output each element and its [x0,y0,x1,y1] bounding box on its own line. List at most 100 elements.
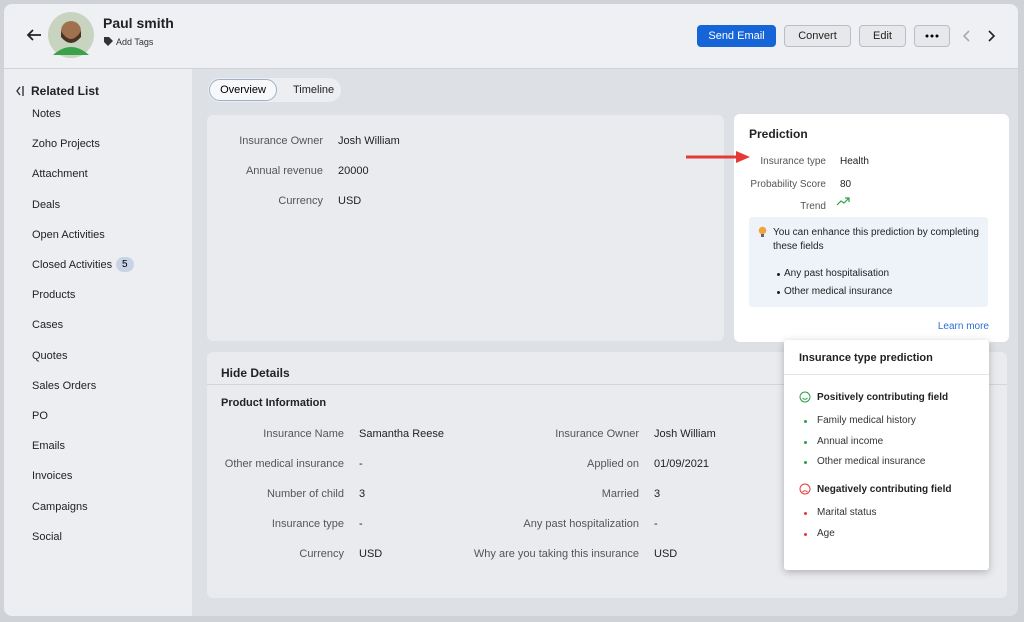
dot [804,512,807,515]
details-title[interactable]: Hide Details [221,366,290,380]
prediction-card: Prediction You can enhance this predicti… [734,114,1009,342]
prediction-value: 80 [840,178,852,190]
tabs: Overview Timeline [208,78,341,102]
tip-line: these fields [773,241,824,252]
field-value: USD [338,195,362,207]
prediction-label: Trend [800,201,826,212]
field-item: Family medical history [817,415,916,426]
button[interactable]: Edit [859,25,906,47]
dot [804,461,807,464]
header: Paul smith Add Tags Send Email Convert Edi… [4,4,1018,69]
field-value: Josh William [654,428,716,440]
prev-button[interactable] [962,30,972,42]
bulb-icon [758,226,767,237]
field-label: Insurance Owner [555,428,639,440]
avatar [48,12,94,58]
sidebar-item[interactable]: PO [32,410,48,422]
learn-more[interactable]: Learn more [937,321,989,332]
field-value: - [359,518,363,530]
button[interactable]: Send Email [697,25,776,47]
tip-box [749,217,988,307]
trend-icon [836,197,850,206]
sidebar-item[interactable]: Invoices [32,470,73,483]
field-value: USD [359,548,383,560]
sidebar-item[interactable]: Open Activities [32,228,105,241]
field-label: Insurance Name [263,428,344,440]
app: Paul smith Add Tags Send Email Convert Edi… [4,4,1018,616]
popup: Insurance type prediction Positively con… [784,340,989,570]
badge: 5 [116,257,134,272]
back-button[interactable] [26,28,42,42]
field-label: Number of child [266,488,344,500]
field-label: Insurance Owner [239,135,323,147]
field-label: Currency [278,195,323,207]
negative-title: Negatively contributing field [817,484,952,495]
divider [207,384,1007,385]
tab[interactable]: Overview [209,79,277,101]
dot [804,420,807,423]
frown-icon [799,483,811,495]
field-label: Why are you taking this insurance [473,548,639,560]
bullet [777,291,780,294]
contact-name: Paul smith [103,15,174,31]
smile-icon [799,391,811,403]
field-value: 01/09/2021 [654,458,710,470]
collapse-icon[interactable] [16,85,24,97]
summary-card: Insurance Owner Josh William Annual revenu… [207,115,724,341]
field-value: Samantha Reese [359,428,444,440]
field-item: Other medical insurance [817,456,926,467]
sidebar-item[interactable]: Cases [32,319,64,332]
divider [784,374,989,375]
sidebar-item[interactable]: Quotes [32,349,68,362]
field-item: Annual income [817,435,884,447]
tag-icon [104,37,113,46]
tip-line: You can enhance this prediction by compl… [773,227,979,238]
positive-title: Positively contributing field [817,392,949,403]
dot [804,532,807,536]
button[interactable]: Convert [784,25,851,47]
sidebar-item[interactable]: Zoho Projects [32,138,100,151]
field-value: 20000 [338,165,369,177]
field-value: - [654,518,658,530]
add-tags[interactable]: Add Tags [116,37,154,47]
tip-item: Other medical insurance [784,286,893,297]
sidebar-item[interactable]: Notes [32,108,61,120]
field-label: Other medical insurance [224,458,344,470]
next-button[interactable] [986,30,996,42]
sidebar-item[interactable]: Campaigns [32,500,88,513]
sidebar-title: Related List [31,84,100,98]
field-value: 3 [654,488,661,500]
field-label: Annual revenue [245,165,323,177]
popup-title: Insurance type prediction [799,352,933,364]
callout-arrow [686,151,750,163]
tab[interactable]: Timeline [293,84,335,96]
sidebar-item[interactable]: Emails [32,440,66,453]
dot [804,440,807,444]
field-label: Applied on [587,458,639,470]
more-button[interactable] [914,25,950,47]
tip-item: Any past hospitalisation [784,268,890,279]
section-title: Product Information [221,397,327,409]
bullet [777,273,780,276]
sidebar-item[interactable]: Sales Orders [32,379,97,392]
sidebar-item[interactable]: Social [32,530,62,543]
field-label: Married [601,488,639,500]
sidebar-item[interactable]: Products [32,289,76,302]
field-value: Josh William [338,135,400,147]
tip-text: You can enhance this prediction by compl… [773,226,979,254]
field-value: 3 [359,488,366,500]
prediction-label: Insurance type [760,156,826,167]
prediction-title: Prediction [749,127,808,141]
field-label: Any past hospitalization [523,518,639,530]
sidebar-item[interactable]: Attachment [32,168,88,181]
field-item: Marital status [817,507,877,518]
field-value: USD [654,548,678,560]
field-item: Age [817,527,835,539]
sidebar-item[interactable]: Deals [32,198,61,211]
field-label: Insurance type [271,518,344,530]
prediction-label: Probability Score [750,178,826,190]
sidebar-item[interactable]: Closed Activities [32,259,113,271]
field-value: - [359,458,363,470]
sidebar: Related List Notes Zoho Projects Attachmen… [4,69,192,616]
